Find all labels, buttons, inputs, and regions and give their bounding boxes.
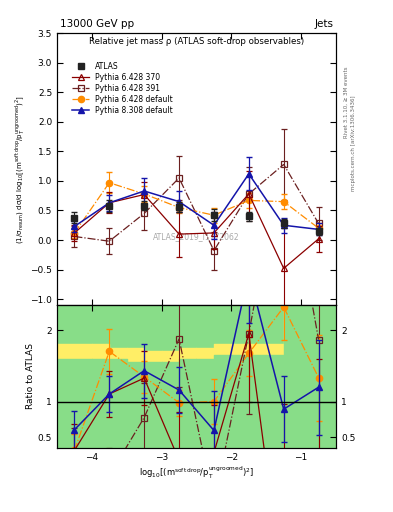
Y-axis label: Ratio to ATLAS: Ratio to ATLAS: [26, 344, 35, 410]
Legend: ATLAS, Pythia 6.428 370, Pythia 6.428 391, Pythia 6.428 default, Pythia 8.308 de: ATLAS, Pythia 6.428 370, Pythia 6.428 39…: [69, 59, 176, 118]
Text: Relative jet mass ρ (ATLAS soft-drop observables): Relative jet mass ρ (ATLAS soft-drop obs…: [89, 37, 304, 47]
Text: mcplots.cern.ch [arXiv:1306.3436]: mcplots.cern.ch [arXiv:1306.3436]: [351, 96, 356, 191]
Text: Rivet 3.1.10, ≥ 3M events: Rivet 3.1.10, ≥ 3M events: [344, 67, 349, 138]
Text: ATLAS_2019_I1772062: ATLAS_2019_I1772062: [153, 232, 240, 242]
Text: 13000 GeV pp: 13000 GeV pp: [60, 19, 134, 29]
Y-axis label: (1/σ$_{\rm resum}$) dσ/d log$_{10}$[(m$^{\rm soft\,drop}$/p$_T^{\rm ungroomed}$): (1/σ$_{\rm resum}$) dσ/d log$_{10}$[(m$^…: [14, 95, 28, 244]
Text: Jets: Jets: [314, 19, 333, 29]
X-axis label: log$_{10}$[(m$^{\rm soft\,drop}$/p$_{\rm T}^{\rm ungroomed}$)$^2$]: log$_{10}$[(m$^{\rm soft\,drop}$/p$_{\rm…: [139, 464, 254, 481]
